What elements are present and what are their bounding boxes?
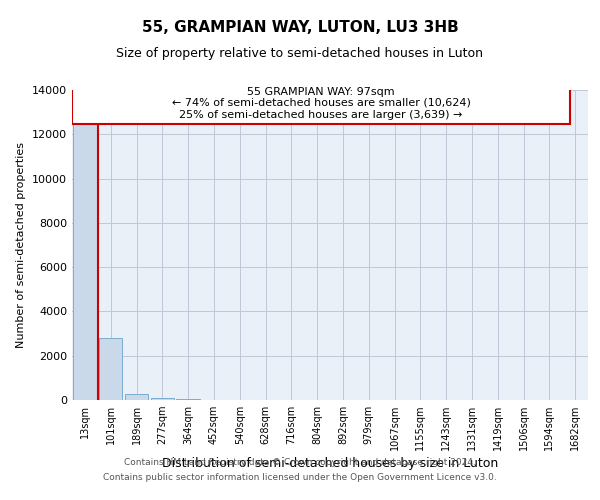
Bar	[125, 394, 148, 400]
Text: Contains HM Land Registry data © Crown copyright and database right 2024.: Contains HM Land Registry data © Crown c…	[124, 458, 476, 467]
Text: 25% of semi-detached houses are larger (3,639) →: 25% of semi-detached houses are larger (…	[179, 110, 463, 120]
X-axis label: Distribution of semi-detached houses by size in Luton: Distribution of semi-detached houses by …	[162, 458, 498, 470]
Bar	[73, 111, 97, 400]
Bar	[99, 338, 122, 400]
Y-axis label: Number of semi-detached properties: Number of semi-detached properties	[16, 142, 26, 348]
Text: 55 GRAMPIAN WAY: 97sqm: 55 GRAMPIAN WAY: 97sqm	[247, 86, 395, 97]
Text: Contains public sector information licensed under the Open Government Licence v3: Contains public sector information licen…	[103, 473, 497, 482]
Text: 55, GRAMPIAN WAY, LUTON, LU3 3HB: 55, GRAMPIAN WAY, LUTON, LU3 3HB	[142, 20, 458, 35]
Bar	[151, 398, 174, 400]
Text: Size of property relative to semi-detached houses in Luton: Size of property relative to semi-detach…	[116, 48, 484, 60]
FancyBboxPatch shape	[72, 76, 570, 124]
Text: ← 74% of semi-detached houses are smaller (10,624): ← 74% of semi-detached houses are smalle…	[172, 98, 470, 108]
